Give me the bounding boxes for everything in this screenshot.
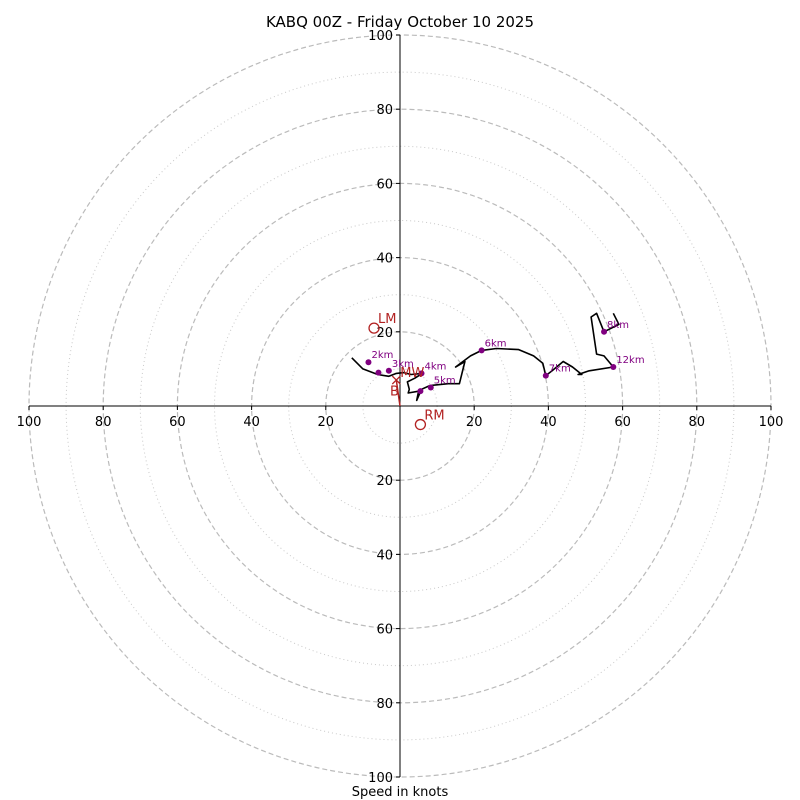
- x-tick-label: 100: [17, 415, 42, 430]
- y-tick-label: 80: [376, 697, 393, 712]
- height-marker: [427, 384, 434, 391]
- height-marker: [365, 359, 372, 366]
- storm-motion-label: LM: [378, 312, 396, 327]
- height-marker: [385, 367, 392, 374]
- y-tick-label: 20: [376, 326, 393, 341]
- x-tick-label: 80: [689, 415, 706, 430]
- y-tick-label: 20: [376, 474, 393, 489]
- height-label: 4km: [425, 361, 447, 372]
- x-tick-label: 100: [759, 415, 784, 430]
- y-tick-label: 60: [376, 177, 393, 192]
- x-tick-label: 20: [318, 415, 335, 430]
- x-tick-label: 80: [95, 415, 112, 430]
- y-tick-label: 80: [376, 103, 393, 118]
- height-label: 3km: [392, 359, 414, 370]
- height-label: 8km: [607, 320, 629, 331]
- height-label: 6km: [485, 338, 507, 349]
- height-label: 2km: [371, 350, 393, 361]
- height-label: 7km: [549, 364, 571, 375]
- height-label: 5km: [434, 375, 456, 386]
- storm-motion-label: RM: [424, 409, 444, 424]
- storm-motion-marker: [368, 322, 380, 334]
- height-marker: [610, 364, 617, 371]
- storm-motion-marker: [414, 418, 427, 431]
- height-marker: [478, 347, 485, 354]
- x-tick-label: 40: [540, 415, 557, 430]
- bunkers-label: B: [390, 385, 399, 400]
- mean-wind-vector: [395, 379, 401, 407]
- mean-wind-label: MW: [400, 366, 424, 381]
- x-tick-label: 40: [243, 415, 260, 430]
- y-tick-label: 100: [368, 771, 393, 786]
- chart-title: KABQ 00Z - Friday October 10 2025: [266, 13, 534, 31]
- height-marker: [417, 388, 424, 395]
- x-tick-label: 20: [466, 415, 483, 430]
- height-marker: [375, 369, 382, 376]
- height-marker: [542, 372, 549, 379]
- y-tick-label: 40: [376, 252, 393, 267]
- y-tick-label: 60: [376, 623, 393, 638]
- y-tick-label: 100: [368, 29, 393, 44]
- height-label: 12km: [616, 355, 644, 366]
- mean-wind-marker: [391, 375, 401, 385]
- x-tick-label: 60: [614, 415, 631, 430]
- height-marker: [601, 328, 608, 335]
- x-tick-label: 60: [169, 415, 186, 430]
- height-marker: [418, 370, 425, 377]
- y-tick-label: 40: [376, 548, 393, 563]
- x-axis-label: Speed in knots: [352, 785, 449, 800]
